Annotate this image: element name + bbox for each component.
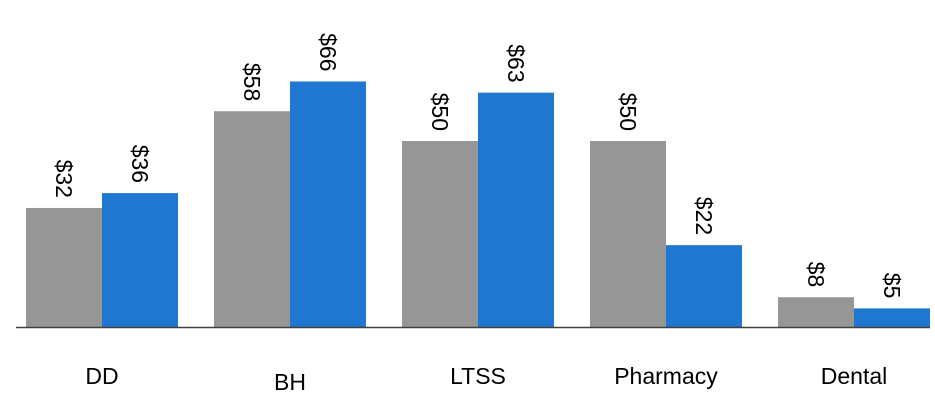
labels-layer: $32 $36 DD $58 $66 BH $50 $63 LTSS $50 $22 Pharmacy…	[51, 33, 905, 393]
bar-dental-series-1	[778, 297, 854, 327]
bar-pharmacy-series-1	[590, 141, 666, 327]
bar-pharmacy-series-2	[666, 245, 742, 327]
category-label-ltss: LTSS	[450, 363, 506, 389]
data-label-pharmacy-series-2: $22	[691, 197, 717, 235]
category-label-dental: Dental	[821, 363, 887, 389]
category-label-pharmacy: Pharmacy	[614, 363, 718, 389]
bar-dd-series-1	[26, 207, 102, 327]
data-label-ltss-series-1: $50	[427, 93, 453, 131]
data-label-bh-series-2: $66	[315, 33, 341, 71]
bar-ltss-series-2	[478, 92, 554, 327]
data-label-ltss-series-2: $63	[503, 44, 529, 82]
bar-bh-series-1	[214, 111, 290, 328]
bar-bh-series-2	[290, 81, 366, 327]
bar-dental-series-2	[854, 308, 930, 327]
data-label-dd-series-1: $32	[51, 160, 77, 198]
data-label-dd-series-2: $36	[127, 145, 153, 183]
data-label-pharmacy-series-1: $50	[615, 93, 641, 131]
data-label-bh-series-1: $58	[239, 63, 265, 101]
data-label-dental-series-1: $8	[803, 262, 829, 288]
bars-layer	[26, 81, 930, 328]
bar-dd-series-2	[102, 193, 178, 327]
category-label-bh: BH	[274, 369, 306, 393]
bar-ltss-series-1	[402, 141, 478, 327]
category-label-dd: DD	[85, 363, 118, 389]
data-label-dental-series-2: $5	[879, 273, 905, 299]
